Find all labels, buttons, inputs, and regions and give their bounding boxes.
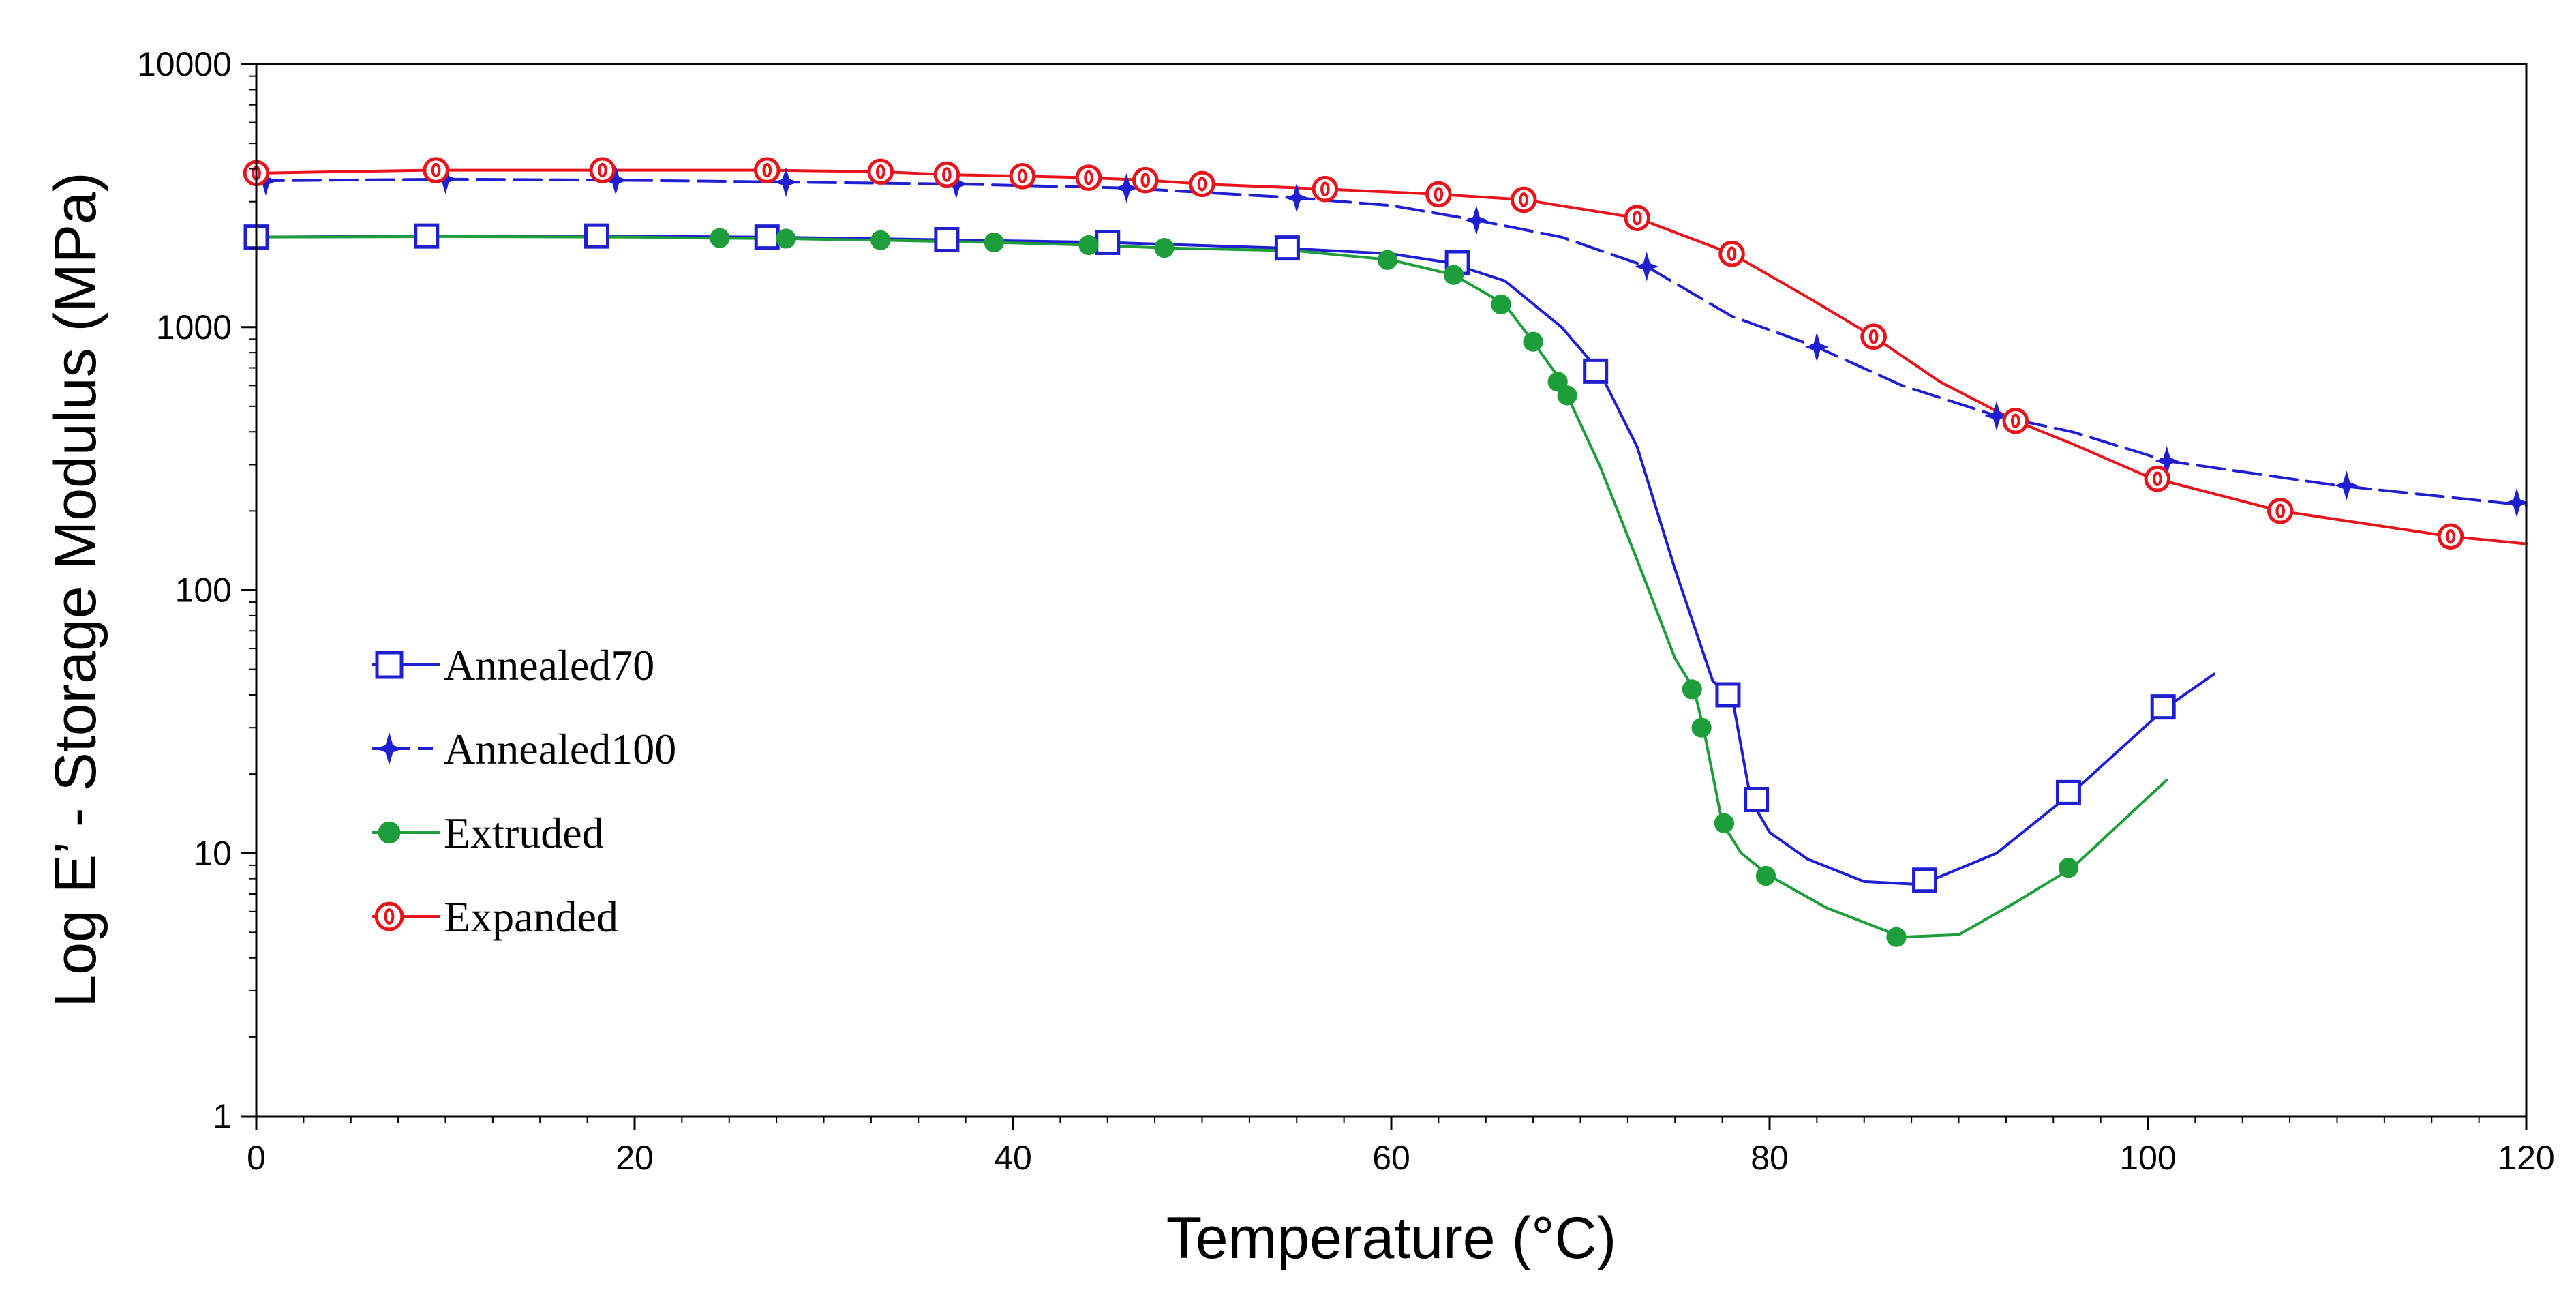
data-point-annealed100 bbox=[1115, 173, 1138, 203]
data-point-extruded bbox=[776, 228, 796, 249]
data-point-expanded bbox=[933, 161, 960, 188]
data-point-expanded bbox=[1624, 205, 1651, 231]
legend-item-expanded: Expanded bbox=[372, 893, 618, 941]
y-tick-label: 10 bbox=[194, 834, 232, 872]
data-point-expanded bbox=[753, 157, 781, 183]
legend-label: Annealed70 bbox=[444, 641, 654, 689]
data-point-annealed70 bbox=[1744, 787, 1770, 813]
legend-label: Annealed100 bbox=[444, 725, 676, 773]
data-point-extruded bbox=[1523, 331, 1543, 352]
legend-marker bbox=[378, 821, 401, 844]
data-point-annealed70 bbox=[2055, 779, 2081, 805]
data-point-annealed100 bbox=[774, 167, 798, 197]
data-point-annealed70 bbox=[1095, 229, 1121, 255]
data-point-annealed100 bbox=[1984, 401, 2009, 431]
legend-item-annealed70: Annealed70 bbox=[372, 641, 654, 689]
data-point-annealed100 bbox=[1284, 183, 1309, 213]
y-tick-label: 1 bbox=[213, 1097, 232, 1135]
legend-marker bbox=[374, 901, 404, 931]
data-point-expanded bbox=[1189, 170, 1215, 198]
data-point-annealed70 bbox=[584, 223, 609, 249]
data-point-annealed70 bbox=[414, 223, 440, 249]
legend-marker bbox=[375, 650, 404, 679]
data-point-expanded bbox=[1009, 163, 1036, 190]
x-tick-label: 40 bbox=[994, 1139, 1032, 1177]
data-point-annealed70 bbox=[934, 227, 960, 253]
data-point-expanded bbox=[2002, 407, 2029, 434]
legend-label: Extruded bbox=[444, 809, 604, 857]
x-tick-label: 100 bbox=[2119, 1139, 2176, 1177]
data-point-expanded bbox=[1510, 186, 1537, 213]
data-point-annealed70 bbox=[2150, 694, 2176, 720]
data-point-extruded bbox=[1691, 717, 1712, 738]
data-point-expanded bbox=[1312, 175, 1339, 203]
data-point-annealed100 bbox=[1635, 252, 1659, 282]
data-point-extruded bbox=[1714, 813, 1734, 833]
x-tick-label: 20 bbox=[616, 1139, 654, 1177]
data-point-expanded bbox=[1718, 240, 1745, 267]
data-point-expanded bbox=[423, 157, 449, 183]
data-point-annealed70 bbox=[754, 224, 780, 250]
data-point-expanded bbox=[2267, 498, 2294, 524]
x-tick-label: 120 bbox=[2498, 1139, 2554, 1177]
data-point-extruded bbox=[984, 232, 1004, 253]
data-point-extruded bbox=[1886, 927, 1907, 947]
legend-item-extruded: Extruded bbox=[372, 809, 604, 857]
data-point-extruded bbox=[1755, 865, 1776, 886]
data-point-annealed100 bbox=[1805, 332, 1829, 362]
data-point-expanded bbox=[1425, 181, 1452, 208]
data-point-annealed70 bbox=[1274, 235, 1300, 261]
data-point-extruded bbox=[1078, 235, 1099, 256]
data-point-expanded bbox=[2437, 523, 2464, 550]
data-point-extruded bbox=[1377, 250, 1398, 270]
y-tick-label: 100 bbox=[175, 571, 232, 610]
data-point-annealed70 bbox=[1715, 682, 1741, 708]
data-point-extruded bbox=[1557, 385, 1577, 406]
data-point-extruded bbox=[1682, 679, 1702, 700]
data-point-expanded bbox=[1860, 323, 1887, 350]
data-point-extruded bbox=[1491, 294, 1511, 315]
data-point-expanded bbox=[867, 158, 894, 185]
x-tick-label: 60 bbox=[1372, 1139, 1410, 1177]
data-point-annealed70 bbox=[1583, 358, 1609, 384]
legend-label: Expanded bbox=[444, 893, 618, 941]
data-point-extruded bbox=[1154, 238, 1175, 258]
data-point-extruded bbox=[1443, 265, 1464, 285]
x-tick-label: 0 bbox=[247, 1139, 266, 1177]
y-tick-label: 1000 bbox=[156, 308, 232, 346]
y-tick-label: 10000 bbox=[137, 45, 232, 83]
legend-item-annealed100: Annealed100 bbox=[372, 725, 676, 773]
x-tick-label: 80 bbox=[1751, 1139, 1789, 1177]
data-point-expanded bbox=[2144, 465, 2171, 492]
data-point-annealed100 bbox=[2335, 470, 2359, 500]
data-point-annealed100 bbox=[1464, 205, 1489, 235]
series-line-expanded bbox=[255, 168, 2528, 545]
y-axis-label: Log E’ - Storage Modulus (MPa) bbox=[43, 172, 108, 1007]
legend: Annealed70 Annealed100 Extruded Expanded bbox=[372, 641, 676, 941]
data-point-extruded bbox=[710, 228, 730, 248]
data-point-annealed100 bbox=[2504, 488, 2529, 518]
legend-marker bbox=[376, 732, 403, 766]
data-point-expanded bbox=[1075, 164, 1102, 191]
data-point-extruded bbox=[1547, 372, 1568, 392]
data-point-expanded bbox=[1132, 166, 1159, 194]
x-axis-label: Temperature (°C) bbox=[1166, 1206, 1616, 1271]
data-point-annealed70 bbox=[1912, 867, 1938, 893]
data-point-expanded bbox=[589, 157, 616, 183]
data-point-extruded bbox=[870, 230, 891, 250]
data-point-extruded bbox=[2058, 858, 2079, 878]
